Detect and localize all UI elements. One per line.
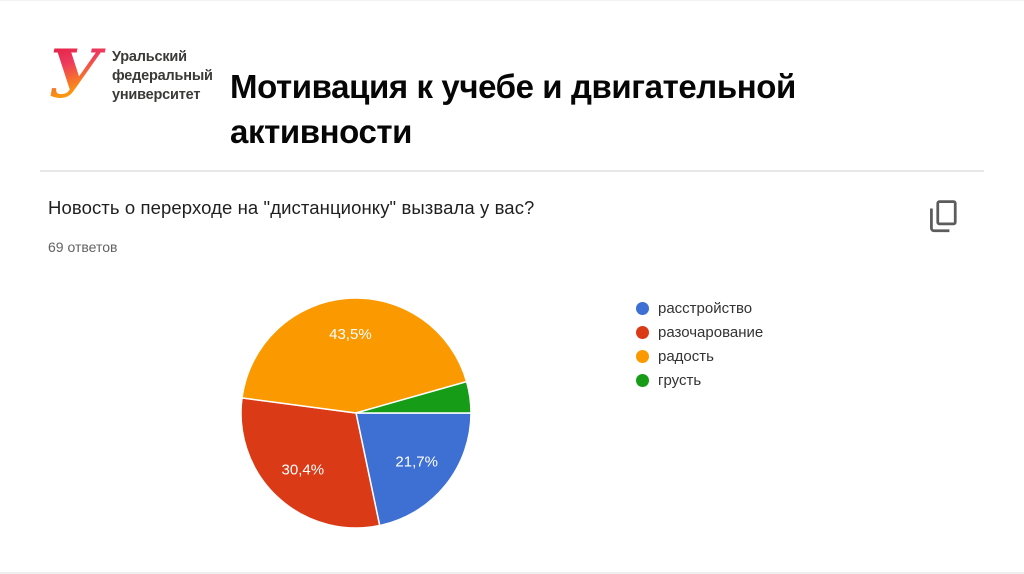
legend-label: грусть (658, 371, 702, 389)
pie-slice-value-label: 43,5% (329, 326, 372, 343)
content-copy-icon (930, 200, 957, 233)
header-divider (40, 170, 984, 172)
legend-dot-green (636, 373, 649, 387)
legend-item: грусть (636, 368, 763, 392)
logo-text-line3: университет (112, 87, 201, 103)
legend-label: радость (658, 347, 714, 365)
logo-text-line2: федеральный (112, 68, 213, 84)
pie-slice-грусть (355, 380, 472, 414)
urfu-logo-mark: У (48, 43, 106, 107)
survey-question: Новость о перерходе на "дистанционку" вы… (48, 197, 535, 218)
logo-text-line1: Уральский (112, 49, 187, 65)
legend-item: разочарование (636, 320, 763, 344)
legend-item: расстройство (636, 296, 763, 320)
copy-chart-button[interactable] (922, 195, 962, 239)
legend-label: расстройство (658, 299, 753, 317)
legend-dot-blue (636, 301, 649, 315)
page-title: Мотивация к учебе и двигательной активно… (230, 68, 796, 150)
urfu-logo-text: Уральский федеральный университет (112, 48, 213, 105)
responses-count: 69 ответов (48, 239, 118, 255)
pie-chart: 21,7% 30,4% 43,5% (236, 293, 476, 533)
pie-slice-value-label: 30,4% (282, 461, 325, 478)
chart-legend: расстройство разочарование радость груст… (636, 296, 763, 392)
legend-dot-orange (636, 349, 649, 363)
pie-slice-радость (241, 297, 468, 414)
pie-slice-value-label: 21,7% (395, 453, 438, 470)
legend-label: разочарование (658, 323, 764, 341)
pie-slice-расстройство (355, 412, 472, 527)
logo-letter: У (48, 43, 106, 107)
pie-slice-разочарование (240, 397, 381, 529)
legend-item: радость (636, 344, 763, 368)
legend-dot-red (636, 325, 649, 339)
